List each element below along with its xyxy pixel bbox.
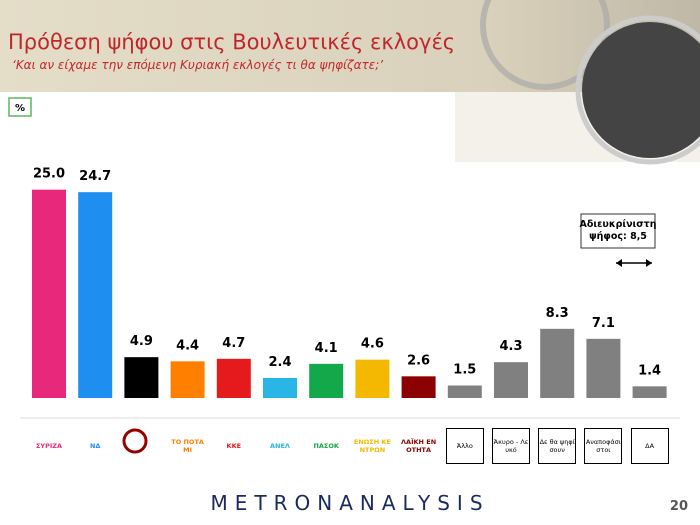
bar	[355, 359, 390, 398]
brand-logo: METRONANALYSIS	[210, 491, 489, 515]
bar	[32, 189, 66, 398]
value-label: 4.7	[222, 336, 245, 351]
party-logo: ΠΑΣΟΚ	[313, 442, 339, 450]
party-logo: ΛΑΪΚΗ ΕΝΟΤΗΤΑ	[401, 438, 437, 454]
party-logo	[122, 428, 160, 464]
value-label: 8.3	[546, 306, 569, 321]
chart-subtitle: ‘Και αν είχαμε την επόμενη Κυριακή εκλογ…	[12, 58, 383, 72]
value-label: 2.6	[407, 353, 430, 368]
bar	[78, 192, 113, 398]
bar	[309, 363, 344, 398]
value-label: 25.0	[33, 167, 65, 182]
bar	[263, 378, 297, 398]
value-label: 7.1	[592, 316, 615, 331]
value-label: 24.7	[79, 169, 111, 184]
party-logo: ΑΝΕΛ	[270, 442, 290, 450]
category-label: ΔΑ	[630, 428, 669, 464]
party-logo: ΕΝΩΣΗ ΚΕΝΤΡΩΝ	[353, 438, 391, 454]
value-label: 4.1	[315, 341, 338, 356]
value-label: 1.4	[638, 363, 661, 378]
value-label: 4.3	[499, 339, 522, 354]
chart-title: Πρόθεση ψήφου στις Βουλευτικές εκλογές	[8, 30, 455, 54]
bar	[586, 338, 621, 398]
value-label: 1.5	[453, 363, 476, 378]
value-label: 4.6	[361, 337, 384, 352]
bar	[124, 357, 159, 398]
party-logo: ΣΥΡΙΖΑ	[35, 442, 63, 450]
bar	[170, 361, 205, 398]
value-label: 4.9	[130, 334, 153, 349]
annotation-text: Αδιευκρίνιστη ψήφος: 8,5	[579, 219, 657, 242]
category-label: Δε θα ψηφίσουν	[538, 428, 577, 464]
bar	[494, 362, 528, 398]
party-logo: ΚΚΕ	[226, 442, 242, 450]
value-label: 2.4	[268, 355, 291, 370]
bar	[447, 385, 482, 398]
category-label: Άλλο	[445, 428, 484, 464]
value-label: 4.4	[176, 338, 199, 353]
bar	[401, 376, 436, 398]
page-number: 20	[670, 499, 688, 514]
decor-circle	[582, 22, 700, 158]
decor-circle	[575, 15, 700, 165]
unit-box	[8, 97, 32, 117]
category-label: Άκυρο - Λευκό	[492, 428, 530, 464]
annotation-box	[580, 213, 656, 249]
bar	[216, 358, 251, 398]
logo-symbol	[122, 428, 148, 454]
bar	[632, 386, 667, 398]
bar	[540, 328, 575, 398]
party-logo: ΝΔ	[89, 442, 101, 450]
decor-circle	[480, 0, 610, 90]
y-axis-label: %	[15, 103, 25, 114]
category-label: Αναποφάσιστοι	[584, 428, 623, 464]
party-logo: ΤΟ ΠΟΤΑΜΙ	[171, 438, 204, 454]
